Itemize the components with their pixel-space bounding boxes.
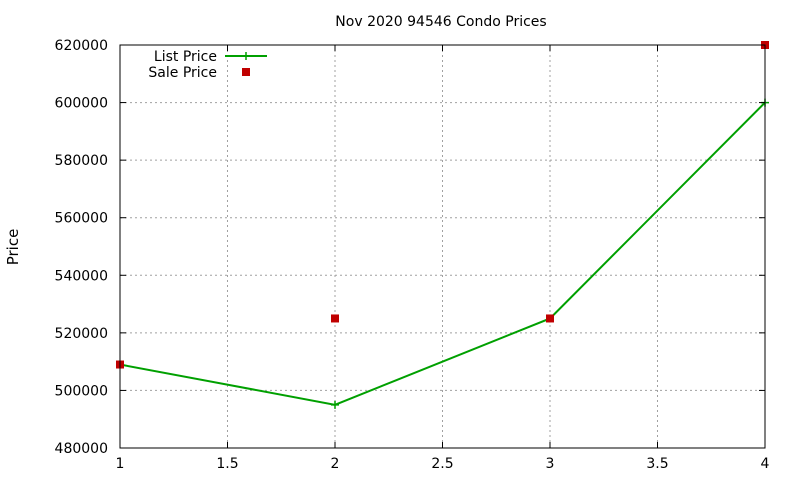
y-tick-label: 580000: [55, 153, 108, 169]
y-tick-label: 500000: [55, 383, 108, 399]
grid-lines: [120, 45, 765, 448]
legend-label: Sale Price: [148, 65, 217, 81]
x-tick-label: 3: [546, 456, 555, 472]
y-tick-label: 620000: [55, 38, 108, 54]
x-tick-label: 2.5: [431, 456, 453, 472]
x-tick-label: 1.5: [216, 456, 238, 472]
legend-marker: [242, 52, 250, 60]
x-tick-label: 3.5: [646, 456, 668, 472]
y-tick-label: 540000: [55, 268, 108, 284]
y-tick-label: 480000: [55, 441, 108, 457]
y-axis-label: Price: [4, 229, 22, 266]
chart-title: Nov 2020 94546 Condo Prices: [335, 14, 546, 30]
y-tick-label: 600000: [55, 96, 108, 112]
data-point: [331, 314, 339, 323]
legend-marker: [242, 68, 250, 76]
y-tick-label: 560000: [55, 211, 108, 227]
series-line: [119, 101, 766, 406]
data-point: [331, 400, 339, 409]
legend-label: List Price: [154, 49, 217, 65]
x-tick-label: 2: [331, 456, 340, 472]
y-tick-label: 520000: [55, 326, 108, 342]
x-tick-label: 1: [116, 456, 125, 472]
axis-ticks: 1 1.5 2 2.5 3 3.5 4 480000 500000 520000 540000 560…: [55, 38, 770, 472]
data-point: [546, 314, 554, 323]
x-tick-label: 4: [761, 456, 770, 472]
